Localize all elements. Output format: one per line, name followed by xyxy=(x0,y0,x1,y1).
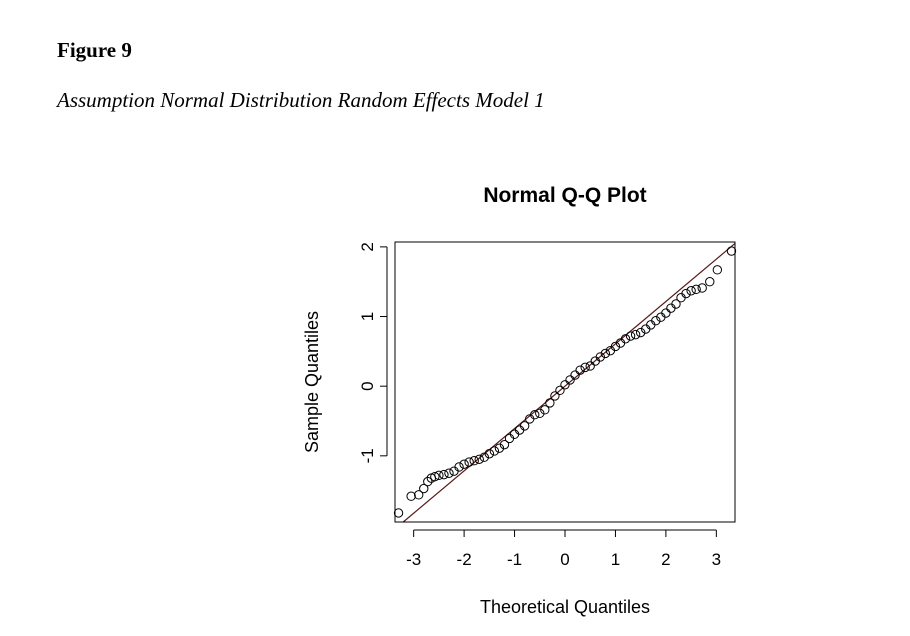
qq-point xyxy=(430,472,440,482)
qq-point xyxy=(530,410,540,420)
qq-point xyxy=(459,459,469,469)
qq-point xyxy=(489,446,500,456)
x-tick-label: -3 xyxy=(406,550,421,569)
qq-point xyxy=(535,408,545,419)
qq-point xyxy=(600,348,611,359)
qq-point xyxy=(550,391,560,401)
qq-point xyxy=(469,456,479,466)
qq-point xyxy=(479,452,489,462)
qq-point xyxy=(697,283,707,293)
qq-point xyxy=(419,483,429,494)
y-tick-label: 0 xyxy=(358,381,377,390)
qq-point xyxy=(474,454,484,465)
x-tick-label: 2 xyxy=(661,550,670,569)
x-tick-label: 3 xyxy=(712,550,721,569)
qq-point xyxy=(625,331,636,341)
axes-layer: -3 -2 -1 0 1 2 3 -1 0 1 2 xyxy=(358,242,721,569)
qq-point xyxy=(635,327,646,338)
qq-point xyxy=(686,286,696,296)
qq-point xyxy=(595,352,606,362)
figure-caption: Assumption Normal Distribution Random Ef… xyxy=(57,88,545,112)
qq-point xyxy=(414,490,424,500)
qq-point xyxy=(580,362,590,373)
qq-point xyxy=(499,439,510,450)
qq-point xyxy=(464,457,474,467)
qq-point xyxy=(726,246,737,256)
figure-label: Figure 9 xyxy=(57,38,132,62)
qq-point xyxy=(393,508,404,518)
qq-point xyxy=(585,361,595,371)
qq-point xyxy=(494,443,505,453)
qq-point xyxy=(620,334,631,344)
qq-point xyxy=(444,468,454,478)
y-tick-label: 1 xyxy=(358,312,377,321)
qq-point xyxy=(681,288,691,299)
x-tick-label: -2 xyxy=(457,550,472,569)
qq-point xyxy=(671,299,681,309)
qq-point xyxy=(565,375,575,385)
x-tick-label: 0 xyxy=(560,550,569,569)
plot-frame xyxy=(394,241,736,523)
qq-point xyxy=(661,308,671,318)
y-tick-label: 2 xyxy=(358,242,377,251)
x-tick-label: -1 xyxy=(507,550,522,569)
qq-point xyxy=(705,277,715,287)
qq-point xyxy=(540,405,550,415)
qq-point xyxy=(651,316,661,326)
qq-point xyxy=(560,380,570,390)
qq-point xyxy=(406,491,416,501)
qq-point xyxy=(439,469,449,480)
qq-point xyxy=(610,341,621,352)
qq-point xyxy=(519,421,530,431)
qq-point xyxy=(423,476,433,487)
y-axis-label: Sample Quantiles xyxy=(302,311,322,453)
qq-point xyxy=(545,398,555,408)
qq-point xyxy=(630,329,641,340)
qq-point xyxy=(570,370,580,380)
points-layer xyxy=(393,246,737,518)
qq-point xyxy=(434,470,444,481)
chart-title: Normal Q-Q Plot xyxy=(483,184,646,207)
qq-point xyxy=(484,449,495,459)
qq-point xyxy=(575,365,585,375)
qq-point xyxy=(691,284,701,295)
y-tick-label: -1 xyxy=(358,448,377,463)
x-axis-label: Theoretical Quantiles xyxy=(480,597,650,617)
qq-point xyxy=(454,462,464,472)
x-tick-label: 1 xyxy=(611,550,620,569)
qq-point xyxy=(555,385,565,396)
qq-point xyxy=(712,265,723,275)
